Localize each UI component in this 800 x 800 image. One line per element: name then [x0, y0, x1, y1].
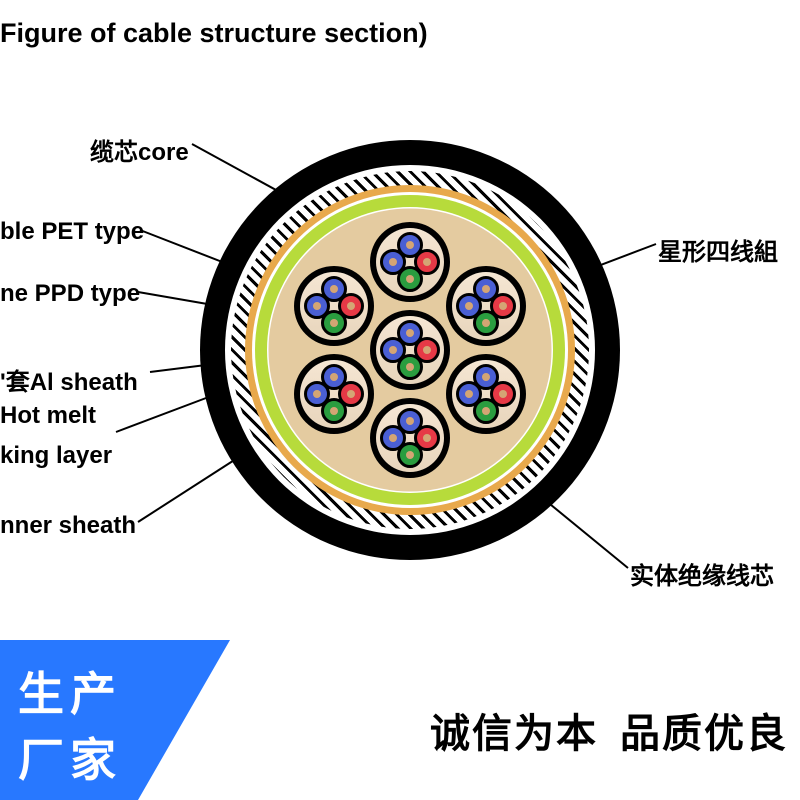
star-quad-2: [446, 266, 526, 346]
star-quad-inner: [376, 316, 444, 384]
label-left-6: nner sheath: [0, 512, 136, 540]
star-quad-inner: [300, 272, 368, 340]
conductor: [304, 381, 330, 407]
label-left-5: king layer: [0, 442, 112, 470]
conductor: [456, 293, 482, 319]
star-quad-inner: [452, 360, 520, 428]
label-right-0: 星形四线組: [658, 232, 778, 267]
slogan-text: 诚信为本品质优良: [430, 701, 788, 759]
star-quad-1: [370, 222, 450, 302]
label-right-1: 实体绝缘线芯: [630, 556, 774, 591]
conductor: [304, 293, 330, 319]
conductor: [380, 425, 406, 451]
star-quad-inner: [376, 228, 444, 296]
star-quad-5: [294, 354, 374, 434]
figure-title: Figure of cable structure section): [0, 18, 428, 49]
star-quad-3: [446, 354, 526, 434]
conductor: [380, 249, 406, 275]
star-quad-4: [370, 398, 450, 478]
cable-cross-section: [200, 140, 620, 560]
label-left-2: ne PPD type: [0, 280, 140, 308]
slogan-part-b: 品质优良: [620, 712, 788, 756]
figure-title-text: Figure of cable structure section): [0, 18, 428, 48]
conductor: [380, 337, 406, 363]
label-left-4: Hot melt: [0, 402, 96, 430]
star-quad-6: [294, 266, 374, 346]
slogan-part-a: 诚信为本: [430, 712, 598, 756]
star-quad-inner: [300, 360, 368, 428]
label-left-3: '套Al sheath: [0, 362, 138, 397]
star-quad-0: [370, 310, 450, 390]
star-quad-inner: [452, 272, 520, 340]
conductor: [456, 381, 482, 407]
banner-slogan: 诚信为本品质优良: [150, 660, 800, 800]
label-left-1: ble PET type: [0, 218, 144, 246]
star-quad-inner: [376, 404, 444, 472]
label-left-0: 缆芯core: [90, 132, 189, 167]
